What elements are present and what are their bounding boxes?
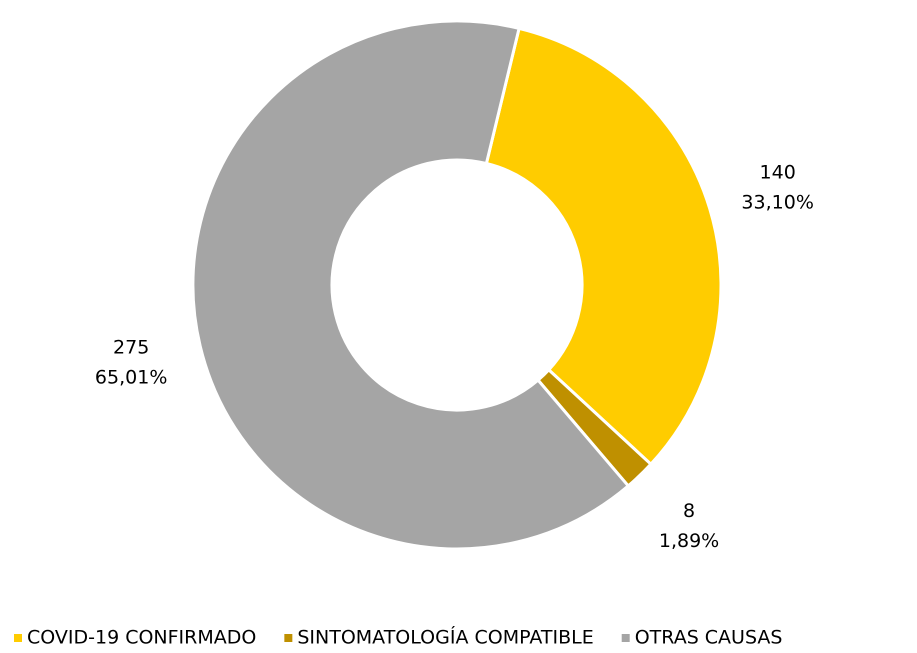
legend-label: SINTOMATOLOGÍA COMPATIBLE <box>297 626 593 649</box>
data-label: 140 <box>760 162 796 184</box>
legend-label: OTRAS CAUSAS <box>635 627 783 649</box>
donut-slice <box>191 19 631 551</box>
legend-swatch <box>621 634 630 642</box>
data-label: 65,01% <box>95 366 167 388</box>
legend-swatch <box>14 634 22 642</box>
legend-swatch <box>284 634 293 642</box>
donut-slice <box>484 26 723 467</box>
data-label: 33,10% <box>741 192 813 214</box>
data-label: 275 <box>113 336 149 358</box>
legend-label: COVID-19 CONFIRMADO <box>27 627 256 649</box>
data-label: 1,89% <box>659 530 719 552</box>
data-label: 8 <box>683 500 695 522</box>
